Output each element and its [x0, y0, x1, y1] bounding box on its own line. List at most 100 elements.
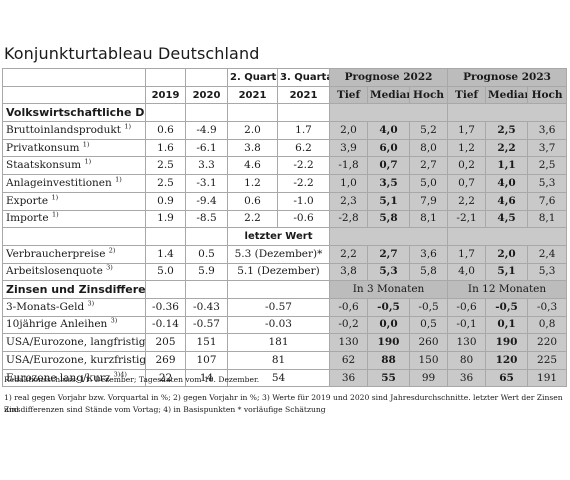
- prognose-cell: 8,0: [408, 138, 449, 158]
- row-label: Arbeitslosenquote 3): [2, 262, 146, 282]
- value-cell: 4.6: [227, 156, 278, 176]
- prognose-cell: 62: [329, 351, 368, 370]
- cell: [328, 227, 449, 246]
- prognose-cell: 1,2: [447, 138, 487, 158]
- row-label: Verbraucherpreise 2): [2, 244, 146, 264]
- last-value-cell: -0.03: [227, 315, 330, 335]
- value-cell: 6.2: [277, 138, 330, 158]
- konjunktur-table: 2. Quartal3. QuartalPrognose 2022Prognos…: [2, 68, 568, 388]
- prognose-cell: 7,9: [408, 191, 449, 211]
- value-cell: -3.1: [185, 174, 228, 193]
- quarter-year-header: 2021: [227, 85, 278, 105]
- prognose-cell: 2,3: [329, 191, 368, 211]
- row-label-text: 10jährige Anleihen: [6, 318, 108, 331]
- prognose-2023-header: Prognose 2023: [447, 68, 568, 87]
- prognose-cell: 190: [485, 333, 529, 352]
- value-cell: -0.6: [277, 209, 330, 229]
- letzter-wert-header: letzter Wert: [227, 227, 330, 246]
- prognose-cell: 150: [408, 351, 449, 370]
- row-label-text: Staatskonsum: [6, 159, 82, 172]
- prognose-cell: 2,7: [367, 244, 410, 264]
- row-label-text: USA/Eurozone, langfristig: [6, 336, 146, 349]
- value-cell: 0.6: [227, 191, 278, 211]
- prognose-cell: 3,9: [329, 138, 368, 158]
- sub-header: Median: [367, 85, 410, 105]
- value-cell: 5.0: [145, 262, 186, 282]
- prognose-cell: -2,8: [329, 209, 368, 229]
- horizon-header: In 12 Monaten: [447, 280, 568, 299]
- footnote-ref: 3): [110, 316, 118, 325]
- corner-cell: [2, 85, 146, 105]
- table-row: USA/Eurozone, kurzfristig 3)4)2691078162…: [2, 351, 568, 370]
- prognose-cell: 55: [367, 368, 410, 388]
- prognose-cell: 1,0: [329, 174, 368, 193]
- cell: [277, 103, 330, 123]
- prognose-cell: -1,8: [329, 156, 368, 176]
- prognose-cell: -0,3: [527, 297, 568, 317]
- quarter-year-header: 2021: [277, 85, 330, 105]
- table-row: Bruttoinlandsprodukt 1) 0.6 -4.9 2.0 1.7 2,0 4…: [2, 121, 568, 140]
- prognose-cell: 4,0: [485, 174, 529, 193]
- value-cell: 2.2: [227, 209, 278, 229]
- value-cell: 107: [185, 351, 228, 370]
- prognose-cell: -0,6: [329, 297, 368, 317]
- value-cell: 151: [185, 333, 228, 352]
- cell: [447, 103, 568, 123]
- table-row: Arbeitslosenquote 3) 5.0 5.9 5.1 (Dezember)…: [2, 262, 568, 282]
- table-row: Anlageinvestitionen 1) 2.5 -3.1 1.2 -2.2 1,0 3…: [2, 174, 568, 193]
- value-cell: 3.8: [227, 138, 278, 158]
- prognose-cell: 0,7: [367, 156, 410, 176]
- letzter-wert-row: letzter Wert: [2, 227, 568, 246]
- prognose-cell: 5,3: [527, 174, 568, 193]
- last-value-cell: -0.57: [227, 297, 330, 317]
- prognose-cell: 5,1: [367, 191, 410, 211]
- prognose-cell: 3,6: [408, 244, 449, 264]
- value-cell: 2.5: [145, 156, 186, 176]
- page-title: Konjunkturtableau Deutschland: [4, 44, 260, 63]
- footnote-ref: 3): [87, 299, 95, 308]
- row-label-text: Privatkonsum: [6, 141, 80, 154]
- cell: [185, 280, 228, 299]
- prognose-cell: 225: [527, 351, 568, 370]
- value-cell: 0.9: [145, 191, 186, 211]
- row-label: Staatskonsum 1): [2, 156, 146, 176]
- row-label-text: Exporte: [6, 194, 49, 207]
- row-label: USA/Eurozone, langfristig 3)4): [2, 333, 146, 352]
- prognose-cell: 65: [485, 368, 529, 388]
- prognose-cell: 2,2: [447, 191, 487, 211]
- value-cell: 1.9: [145, 209, 186, 229]
- prognose-cell: 5,8: [367, 209, 410, 229]
- sub-header: Median: [485, 85, 529, 105]
- row-label-text: Bruttoinlandsprodukt: [6, 123, 121, 136]
- value-cell: 205: [145, 333, 186, 352]
- cell: [227, 103, 278, 123]
- value-cell: -4.9: [185, 121, 228, 140]
- prognose-cell: 8,1: [408, 209, 449, 229]
- prognose-cell: 99: [408, 368, 449, 388]
- prognose-cell: 80: [447, 351, 487, 370]
- row-label-text: Importe: [6, 212, 49, 225]
- prognose-cell: 5,3: [527, 262, 568, 282]
- row-label: Bruttoinlandsprodukt 1): [2, 121, 146, 140]
- cell: [145, 103, 186, 123]
- table-row: Importe 1) 1.9 -8.5 2.2 -0.6 -2,8 5,8 8,1 -2,1 4,…: [2, 209, 568, 229]
- value-cell: 1.7: [277, 121, 330, 140]
- footnote-line-2: Zinsdifferenzen sind Stände vom Vortag; …: [4, 405, 326, 414]
- prognose-cell: 6,0: [367, 138, 410, 158]
- value-cell: 5.9: [185, 262, 228, 282]
- prognose-2022-header: Prognose 2022: [328, 68, 449, 87]
- prognose-cell: -0,1: [447, 315, 487, 335]
- prognose-cell: 2,5: [527, 156, 568, 176]
- cell: [2, 227, 146, 246]
- value-cell: -9.4: [185, 191, 228, 211]
- section-title: Zinsen und Zinsdifferenzen: [2, 280, 146, 299]
- value-cell: -0.43: [185, 297, 228, 317]
- last-value-cell: 54: [227, 368, 330, 388]
- prognose-cell: 220: [527, 333, 568, 352]
- last-value-cell: 81: [227, 351, 330, 370]
- header-row-2: 2019202020212021TiefMedianHochTiefMedian…: [2, 85, 568, 105]
- value-cell: -2.2: [277, 156, 330, 176]
- value-cell: 2.5: [145, 174, 186, 193]
- cell: [227, 280, 330, 299]
- table-row: 3-Monats-Geld 3) -0.36 -0.43 -0.57 -0,6 -0,5-…: [2, 297, 568, 317]
